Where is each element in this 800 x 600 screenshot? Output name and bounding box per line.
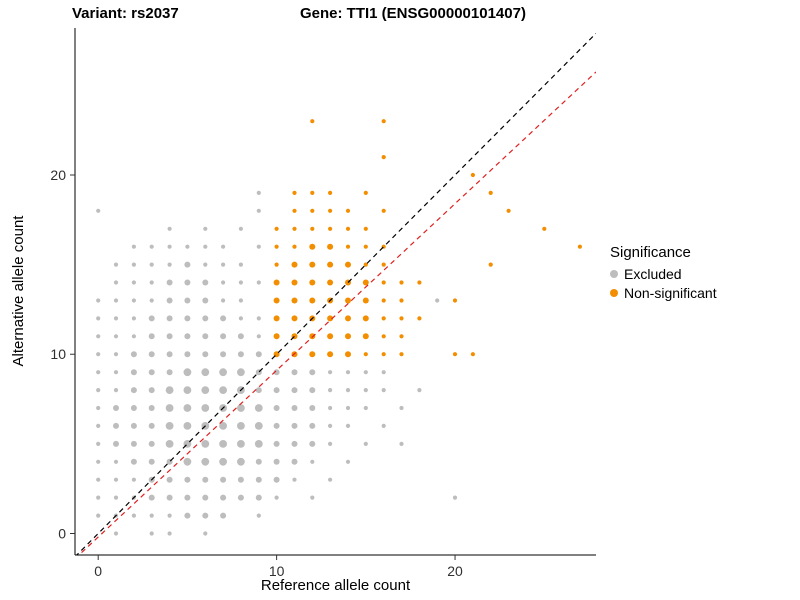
y-axis-title: Alternative allele count — [10, 215, 27, 367]
x-axis-title: Reference allele count — [260, 577, 411, 594]
legend-item-label: Excluded — [624, 266, 682, 282]
svg-text:20: 20 — [50, 167, 66, 183]
svg-text:10: 10 — [269, 563, 285, 579]
legend-item-non-significant: Non-significant — [610, 285, 717, 301]
legend-item-label: Non-significant — [624, 285, 717, 301]
non-significant-dot-icon — [610, 289, 618, 297]
excluded-dot-icon — [610, 270, 618, 278]
variant-title: Variant: rs2037 — [72, 5, 179, 22]
legend-item-excluded: Excluded — [610, 266, 717, 282]
svg-text:0: 0 — [94, 563, 102, 579]
legend: Significance Excluded Non-significant — [610, 244, 717, 304]
legend-title: Significance — [610, 244, 691, 261]
gene-title: Gene: TTI1 (ENSG00000101407) — [300, 5, 526, 22]
svg-text:0: 0 — [58, 525, 66, 541]
svg-text:10: 10 — [50, 346, 66, 362]
svg-text:20: 20 — [447, 563, 463, 579]
